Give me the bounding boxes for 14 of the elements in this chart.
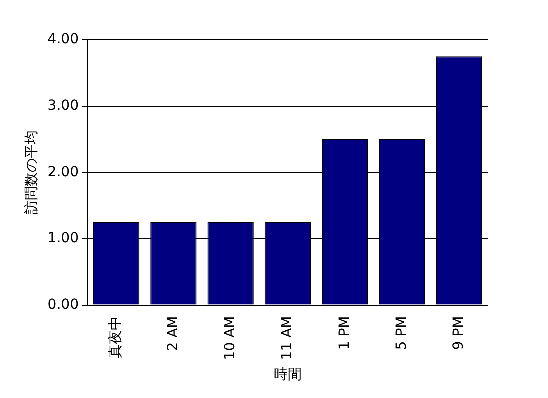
x-tick-label: 5 PM <box>394 316 410 350</box>
y-tick-label: 0.00 <box>48 296 79 313</box>
x-tick-label: 11 AM <box>280 316 296 360</box>
x-axis-title: 時間 <box>274 367 302 384</box>
y-tick-label: 2.00 <box>48 164 79 180</box>
x-tick-label: 1 PM <box>336 316 353 350</box>
y-tick-label: 3.00 <box>48 98 79 114</box>
x-tick-label: 真夜中 <box>108 316 124 358</box>
y-axis-title: 訪問数の平均 <box>24 130 40 215</box>
x-tick-label: 2 AM <box>165 316 182 352</box>
y-tick-label: 4.00 <box>48 32 79 48</box>
x-tick-label: 9 PM <box>451 316 468 350</box>
y-tick-label: 1.00 <box>48 230 79 247</box>
x-tick-label: 10 AM <box>222 316 238 360</box>
